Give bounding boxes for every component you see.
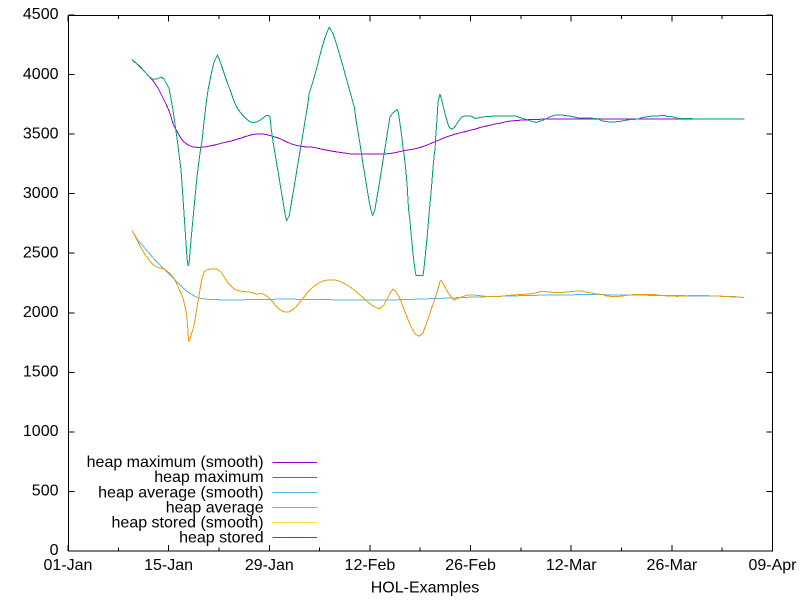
svg-text:heap average: heap average	[166, 499, 264, 516]
svg-text:09-Apr: 09-Apr	[748, 557, 797, 574]
svg-text:1000: 1000	[23, 423, 59, 440]
svg-text:500: 500	[32, 483, 59, 500]
svg-text:29-Jan: 29-Jan	[245, 557, 294, 574]
svg-text:26-Mar: 26-Mar	[647, 557, 698, 574]
svg-text:heap average (smooth): heap average (smooth)	[98, 484, 263, 501]
svg-text:15-Jan: 15-Jan	[144, 557, 193, 574]
svg-text:1500: 1500	[23, 364, 59, 381]
svg-text:4000: 4000	[23, 66, 59, 83]
svg-text:4500: 4500	[23, 6, 59, 23]
svg-text:2500: 2500	[23, 244, 59, 261]
svg-text:heap maximum (smooth): heap maximum (smooth)	[87, 454, 264, 471]
svg-text:01-Jan: 01-Jan	[44, 557, 93, 574]
svg-text:3000: 3000	[23, 185, 59, 202]
svg-text:heap stored (smooth): heap stored (smooth)	[112, 514, 264, 531]
svg-text:0: 0	[50, 542, 59, 559]
svg-text:3500: 3500	[23, 125, 59, 142]
svg-text:12-Mar: 12-Mar	[546, 557, 597, 574]
svg-text:HOL-Examples: HOL-Examples	[371, 580, 479, 597]
svg-text:26-Feb: 26-Feb	[445, 557, 496, 574]
svg-text:12-Feb: 12-Feb	[345, 557, 396, 574]
svg-text:heap maximum: heap maximum	[154, 469, 263, 486]
svg-text:heap stored: heap stored	[179, 529, 264, 546]
svg-text:2000: 2000	[23, 304, 59, 321]
